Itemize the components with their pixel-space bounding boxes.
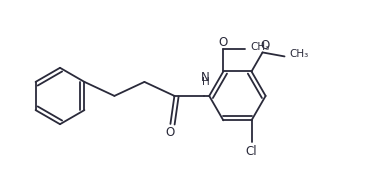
Text: N: N <box>201 71 210 84</box>
Text: H: H <box>202 77 209 87</box>
Text: Cl: Cl <box>246 145 257 158</box>
Text: CH₃: CH₃ <box>290 49 309 59</box>
Text: O: O <box>219 36 228 49</box>
Text: CH₃: CH₃ <box>250 42 270 52</box>
Text: O: O <box>260 39 269 52</box>
Text: O: O <box>166 126 175 139</box>
